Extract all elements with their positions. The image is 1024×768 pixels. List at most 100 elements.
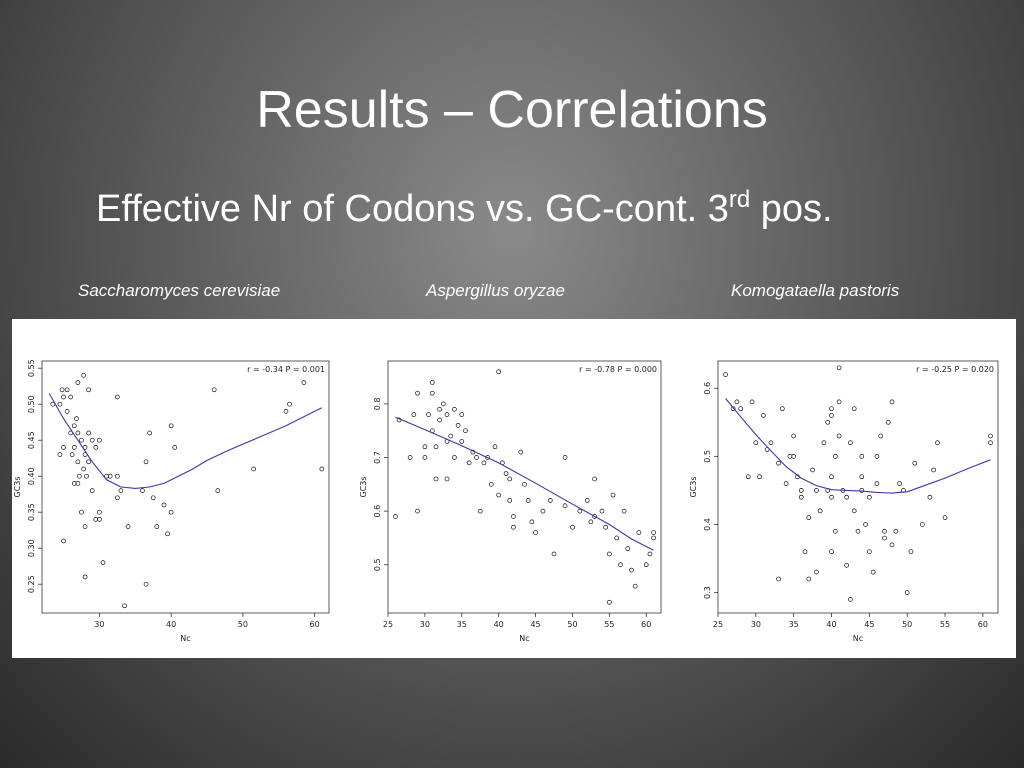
data-point xyxy=(829,406,834,412)
data-point xyxy=(779,406,785,412)
y-axis-label: GC3s xyxy=(689,476,698,497)
correlation-annotation: r = -0.78 P = 0.000 xyxy=(579,365,657,374)
x-tick-label: 25 xyxy=(713,620,723,629)
y-tick-label: 0.8 xyxy=(373,398,382,411)
data-point xyxy=(125,524,131,529)
data-point xyxy=(61,394,66,400)
data-point xyxy=(734,399,740,405)
slide-title: Results – Correlations xyxy=(256,81,768,139)
x-tick-label: 40 xyxy=(826,620,836,629)
data-point xyxy=(829,474,834,480)
data-point xyxy=(874,454,880,459)
data-point xyxy=(76,473,82,479)
data-point xyxy=(844,562,849,568)
data-point xyxy=(59,387,65,393)
data-point xyxy=(71,423,77,429)
y-axis-label: GC3s xyxy=(13,476,22,497)
x-tick-label: 55 xyxy=(940,620,950,629)
x-tick-label: 50 xyxy=(567,620,577,629)
data-point xyxy=(738,406,744,412)
data-point xyxy=(492,444,498,450)
data-point xyxy=(459,412,465,417)
data-point xyxy=(603,524,609,530)
data-point xyxy=(429,380,435,385)
data-point xyxy=(817,508,823,514)
data-point xyxy=(433,444,439,450)
data-point xyxy=(988,433,993,439)
y-tick-label: 0.55 xyxy=(27,359,36,377)
data-point xyxy=(942,515,948,520)
data-point xyxy=(154,524,160,529)
y-tick-label: 0.25 xyxy=(27,575,36,593)
x-tick-label: 40 xyxy=(494,620,504,629)
data-point xyxy=(507,498,513,503)
data-point xyxy=(814,569,819,575)
data-point xyxy=(81,466,86,472)
data-point xyxy=(165,531,170,537)
data-point xyxy=(829,549,834,555)
data-point xyxy=(904,590,910,595)
data-point xyxy=(870,569,876,575)
data-point xyxy=(114,495,120,501)
data-point xyxy=(97,437,102,443)
data-point xyxy=(885,419,891,425)
data-point xyxy=(488,481,494,487)
data-point xyxy=(211,387,217,393)
data-point xyxy=(84,473,89,479)
data-point xyxy=(143,459,149,465)
plot-frame xyxy=(717,360,999,614)
data-point xyxy=(459,439,465,444)
slide-subtitle: Effective Nr of Codons vs. GC-cont. 3rd … xyxy=(96,186,833,231)
data-point xyxy=(636,530,642,535)
data-point xyxy=(584,498,590,503)
data-point xyxy=(150,495,156,501)
data-point xyxy=(599,508,605,514)
data-point xyxy=(844,494,849,500)
data-point xyxy=(749,399,755,405)
data-point xyxy=(82,524,88,529)
x-tick-label: 35 xyxy=(789,620,799,629)
data-point xyxy=(57,401,63,407)
scatter-plot-2: 25 30 35 40 45 50 55 60 0.5 0.6 0.7 0.8 Nc GC3s r = -0… xyxy=(359,360,662,643)
data-point xyxy=(215,488,221,493)
x-tick-label: 45 xyxy=(530,620,540,629)
data-point xyxy=(319,466,325,472)
data-point xyxy=(75,459,81,465)
data-point xyxy=(81,373,86,378)
data-point xyxy=(511,514,516,519)
species-label-1: Saccharomyces cerevisiae xyxy=(78,281,281,300)
data-point xyxy=(411,412,417,417)
data-point xyxy=(143,581,149,587)
data-point xyxy=(168,423,174,429)
data-point xyxy=(283,409,289,414)
data-point xyxy=(851,406,857,412)
data-point xyxy=(511,524,516,530)
data-point xyxy=(592,514,597,519)
data-point xyxy=(829,494,834,500)
data-point xyxy=(422,444,428,450)
data-point xyxy=(496,369,502,375)
data-point xyxy=(114,473,120,479)
data-point xyxy=(621,508,627,514)
x-tick-label: 60 xyxy=(310,620,320,629)
data-point xyxy=(68,394,74,400)
data-point xyxy=(79,437,84,443)
data-point xyxy=(912,460,918,466)
data-point xyxy=(440,401,446,407)
data-point xyxy=(551,551,557,557)
data-point xyxy=(466,460,472,466)
x-tick-label: 30 xyxy=(94,620,104,629)
subtitle-main: Effective Nr of Codons vs. GC-cont. 3 xyxy=(96,188,729,230)
data-point xyxy=(422,455,428,460)
data-point xyxy=(57,452,63,457)
data-point xyxy=(851,508,857,514)
data-point xyxy=(723,372,728,377)
data-point xyxy=(776,460,781,466)
data-point xyxy=(776,576,781,582)
data-point xyxy=(570,524,575,530)
data-point xyxy=(859,454,865,459)
data-point xyxy=(768,440,774,446)
data-point xyxy=(859,474,865,480)
data-point xyxy=(61,538,66,544)
data-point xyxy=(147,430,152,436)
